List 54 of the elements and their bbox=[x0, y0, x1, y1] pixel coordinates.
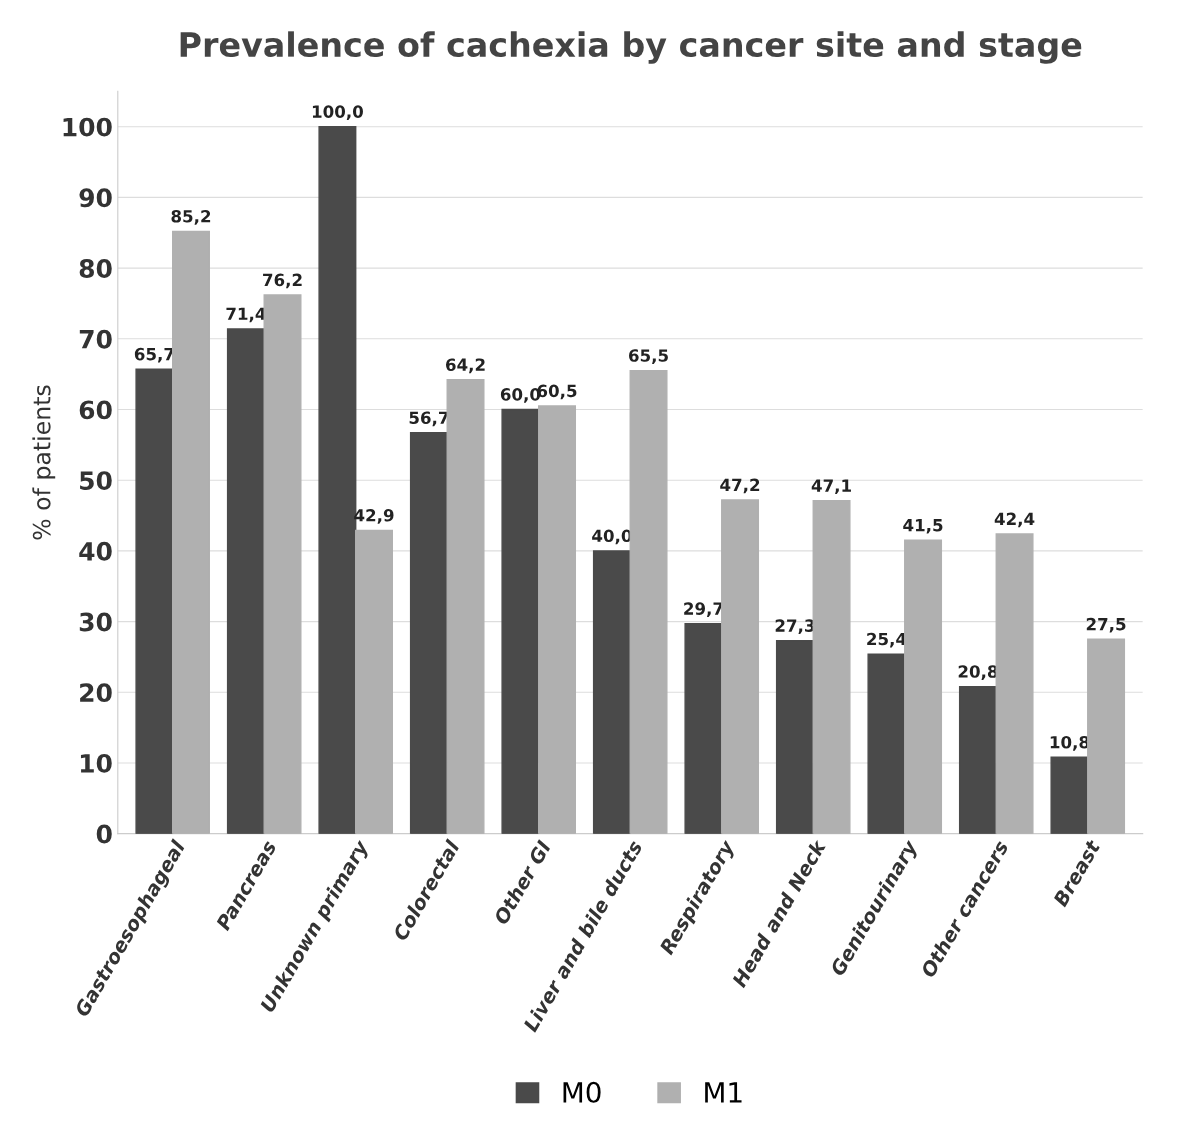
bar bbox=[1087, 638, 1126, 834]
data-label: 47,1 bbox=[811, 479, 851, 495]
bar bbox=[592, 550, 631, 834]
bar bbox=[904, 539, 943, 834]
y-tick-label: 60 bbox=[79, 400, 112, 420]
y-tick-label: 40 bbox=[79, 541, 112, 561]
y-tick-label: 50 bbox=[80, 471, 112, 491]
bar bbox=[501, 408, 540, 834]
data-label: 65,5 bbox=[629, 349, 668, 364]
y-tick-label: 30 bbox=[79, 612, 112, 632]
legend-label: M1 bbox=[705, 1082, 742, 1103]
data-label: 40,0 bbox=[592, 529, 632, 545]
bar bbox=[263, 294, 302, 834]
bar bbox=[135, 368, 174, 834]
y-tick-label: 90 bbox=[79, 188, 112, 208]
y-tick-label: 70 bbox=[79, 329, 112, 349]
data-label: 41,5 bbox=[903, 519, 943, 534]
chart-title: Prevalence of cachexia by cancer site and stage bbox=[180, 31, 1082, 64]
y-tick-label: 10 bbox=[80, 753, 112, 773]
bar bbox=[538, 405, 577, 834]
bar bbox=[958, 685, 997, 834]
bar bbox=[629, 369, 668, 834]
bar bbox=[812, 499, 851, 834]
data-label: 25,4 bbox=[867, 632, 907, 648]
y-axis-title: % of patients bbox=[32, 385, 56, 540]
bar bbox=[1050, 756, 1089, 834]
bar bbox=[867, 653, 906, 834]
bar bbox=[355, 529, 394, 834]
bar bbox=[446, 379, 485, 834]
bar bbox=[775, 639, 814, 834]
bar bbox=[172, 230, 211, 834]
data-label: 56,7 bbox=[409, 411, 449, 427]
bar bbox=[226, 328, 265, 834]
data-label: 42,4 bbox=[994, 512, 1035, 528]
data-label: 71,4 bbox=[226, 307, 266, 323]
data-label: 64,2 bbox=[445, 358, 485, 374]
bar bbox=[721, 499, 760, 834]
data-label: 20,8 bbox=[958, 665, 998, 680]
legend-label: M0 bbox=[563, 1081, 601, 1103]
y-tick-label: 80 bbox=[79, 259, 112, 278]
bar bbox=[409, 432, 448, 834]
y-tick-label: 20 bbox=[80, 683, 112, 703]
data-label: 47,2 bbox=[720, 478, 760, 494]
bar bbox=[684, 623, 723, 834]
data-label: 27,3 bbox=[775, 619, 815, 635]
y-tick-label: 100 bbox=[63, 117, 112, 137]
bar bbox=[995, 533, 1034, 834]
data-label: 29,7 bbox=[684, 602, 723, 618]
data-label: 10,8 bbox=[1050, 735, 1089, 751]
data-label: 100,0 bbox=[312, 105, 363, 121]
data-label: 76,2 bbox=[263, 273, 302, 289]
data-label: 85,2 bbox=[171, 209, 211, 225]
data-label: 65,7 bbox=[134, 347, 174, 363]
data-label: 27,5 bbox=[1086, 617, 1126, 633]
